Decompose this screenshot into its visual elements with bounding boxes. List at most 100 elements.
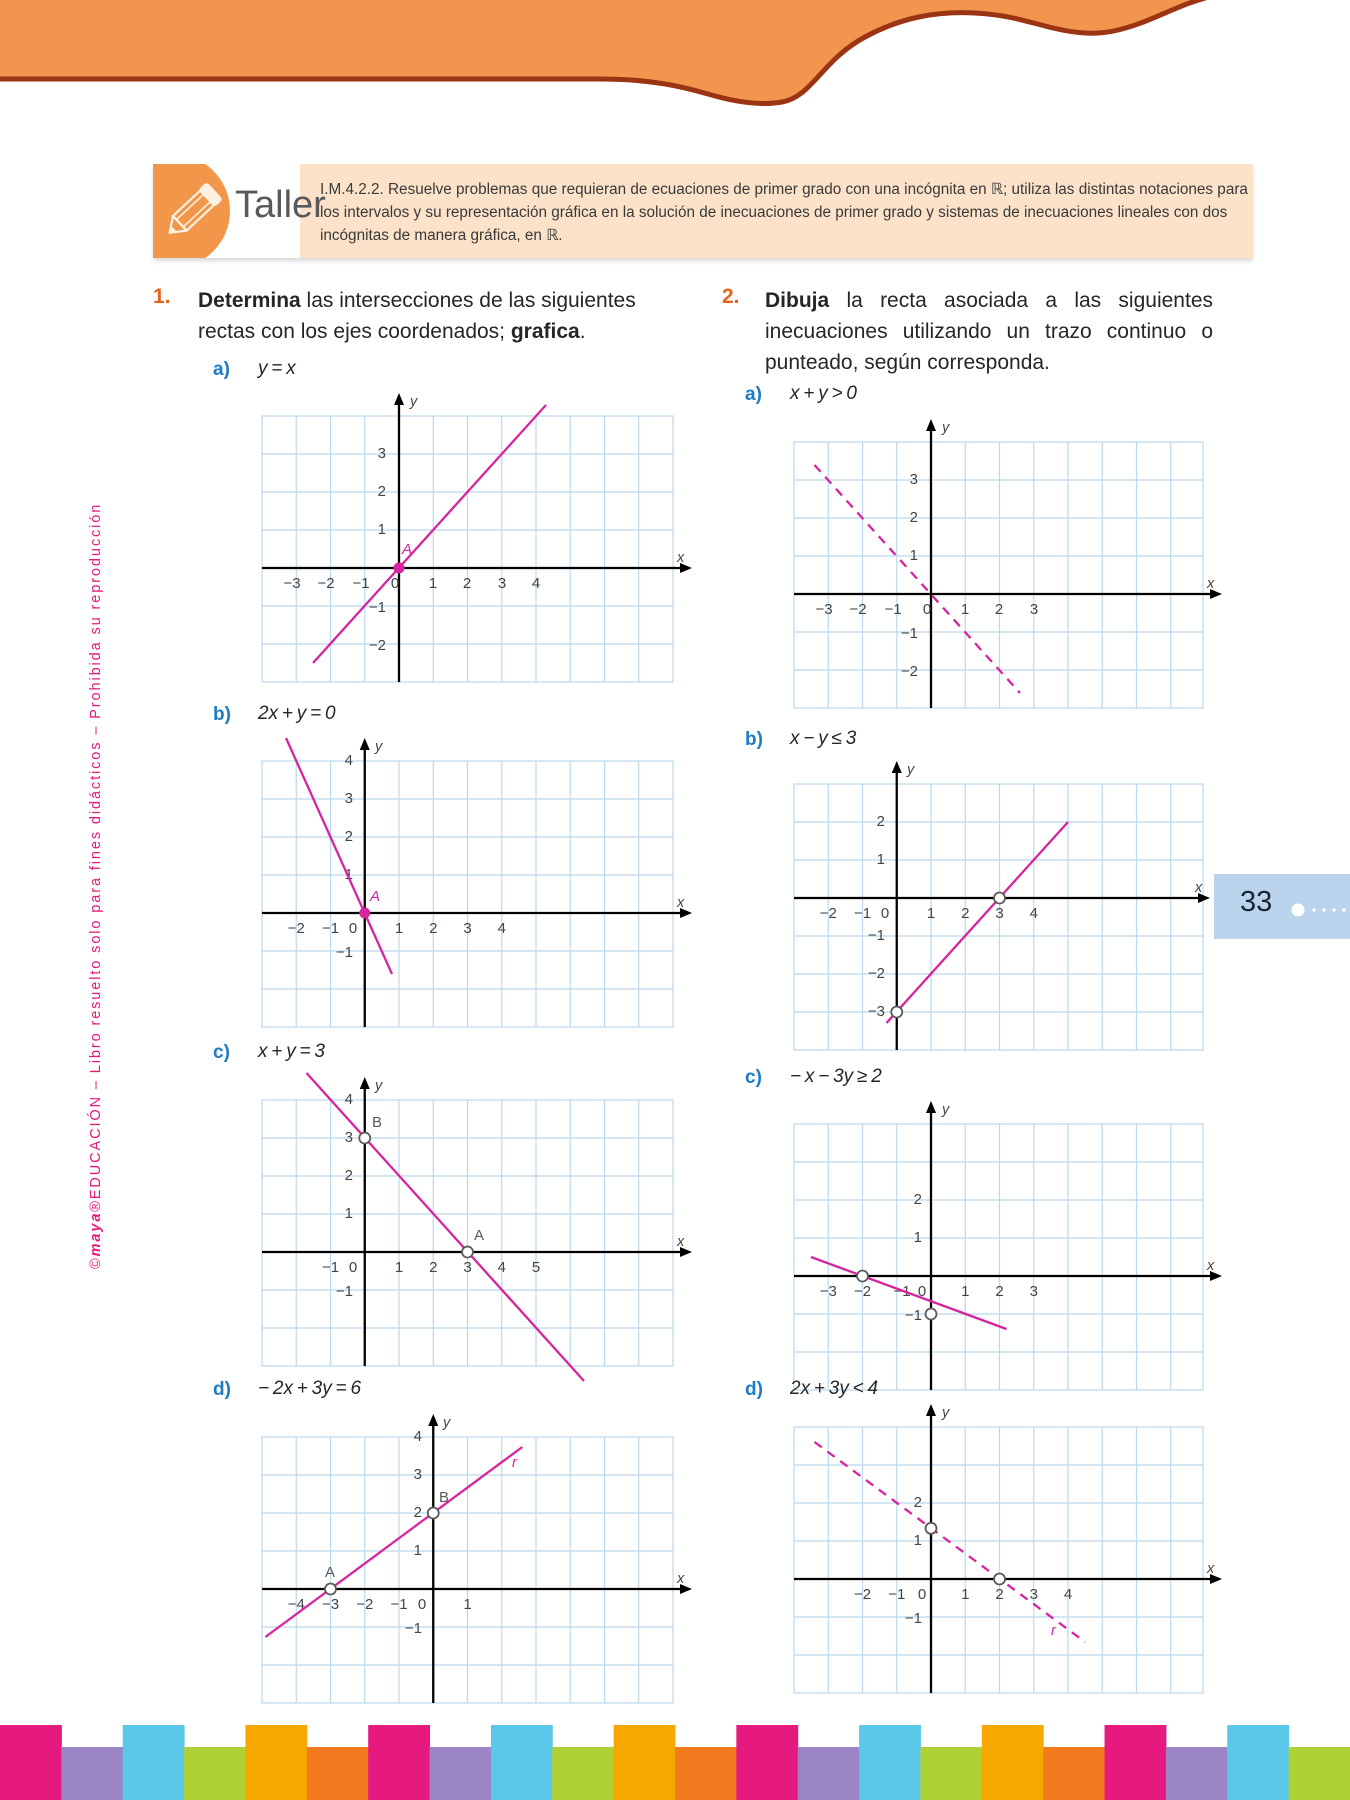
svg-text:3: 3 [414,1466,422,1483]
svg-text:x: x [1206,1561,1215,1577]
svg-text:−2: −2 [854,1283,871,1300]
svg-text:2: 2 [910,509,918,526]
svg-text:4: 4 [1064,1586,1072,1603]
svg-text:−1: −1 [901,625,918,642]
svg-text:2: 2 [345,828,353,845]
svg-text:−2: −2 [854,1586,871,1603]
svg-text:4: 4 [345,1091,353,1108]
svg-text:2: 2 [995,601,1003,618]
svg-text:0: 0 [923,601,931,618]
svg-text:A: A [325,1564,335,1581]
svg-text:4: 4 [414,1428,422,1445]
svg-text:3: 3 [463,920,471,937]
svg-text:−1: −1 [868,927,885,944]
svg-text:−2: −2 [820,905,837,922]
svg-text:y: y [941,1102,950,1118]
svg-text:−1: −1 [390,1596,407,1613]
svg-text:1: 1 [927,905,935,922]
svg-text:−1: −1 [905,1610,922,1627]
svg-text:3: 3 [1030,1586,1038,1603]
svg-text:0: 0 [349,1259,357,1276]
svg-text:3: 3 [1030,601,1038,618]
svg-text:5: 5 [532,1259,540,1276]
svg-text:−1: −1 [888,1586,905,1603]
svg-text:−1: −1 [905,1307,922,1324]
svg-text:−2: −2 [868,965,885,982]
svg-text:0: 0 [349,920,357,937]
svg-text:1: 1 [345,1205,353,1222]
svg-text:x: x [676,550,685,566]
svg-text:2: 2 [378,483,386,500]
svg-text:3: 3 [995,905,1003,922]
svg-text:−2: −2 [317,575,334,592]
svg-text:x: x [1206,1258,1215,1274]
svg-text:−1: −1 [884,601,901,618]
svg-text:−1: −1 [336,1283,353,1300]
svg-text:3: 3 [910,471,918,488]
svg-text:2: 2 [995,1586,1003,1603]
svg-text:1: 1 [429,575,437,592]
svg-text:−1: −1 [322,920,339,937]
svg-text:x: x [676,1571,685,1587]
svg-text:y: y [409,394,418,410]
svg-text:3: 3 [378,445,386,462]
svg-text:−1: −1 [405,1620,422,1637]
svg-text:−1: −1 [352,575,369,592]
svg-text:−2: −2 [288,920,305,937]
svg-text:1: 1 [395,1259,403,1276]
svg-text:3: 3 [498,575,506,592]
svg-text:1: 1 [463,1596,471,1613]
svg-text:−2: −2 [369,637,386,654]
svg-text:1: 1 [910,547,918,564]
svg-text:−2: −2 [901,663,918,680]
svg-text:y: y [374,1078,383,1094]
svg-text:4: 4 [498,1259,506,1276]
svg-text:−3: −3 [815,601,832,618]
svg-text:2: 2 [463,575,471,592]
svg-text:−3: −3 [868,1003,885,1020]
svg-text:−3: −3 [283,575,300,592]
svg-text:2: 2 [914,1494,922,1511]
svg-text:1: 1 [961,1586,969,1603]
svg-text:2: 2 [995,1283,1003,1300]
svg-text:−1: −1 [369,599,386,616]
svg-text:1: 1 [877,851,885,868]
svg-text:y: y [374,739,383,755]
svg-text:−2: −2 [356,1596,373,1613]
svg-text:−3: −3 [820,1283,837,1300]
svg-text:y: y [941,1405,950,1421]
svg-text:3: 3 [345,790,353,807]
svg-text:−1: −1 [322,1259,339,1276]
svg-text:−2: −2 [849,601,866,618]
svg-text:1: 1 [914,1229,922,1246]
svg-text:3: 3 [463,1259,471,1276]
svg-text:1: 1 [914,1532,922,1549]
svg-text:−1: −1 [336,944,353,961]
svg-text:2: 2 [429,1259,437,1276]
svg-text:4: 4 [532,575,540,592]
svg-text:1: 1 [414,1542,422,1559]
svg-text:2: 2 [429,920,437,937]
svg-text:0: 0 [391,575,399,592]
svg-text:y: y [941,420,950,436]
svg-text:2: 2 [961,905,969,922]
svg-text:3: 3 [1030,1283,1038,1300]
svg-text:A: A [401,541,412,558]
svg-text:2: 2 [914,1191,922,1208]
svg-text:2: 2 [414,1504,422,1521]
svg-text:1: 1 [961,601,969,618]
svg-text:−3: −3 [322,1596,339,1613]
svg-text:2: 2 [345,1167,353,1184]
svg-text:B: B [372,1114,382,1131]
svg-text:0: 0 [881,905,889,922]
svg-text:y: y [442,1415,451,1431]
svg-text:−1: −1 [854,905,871,922]
svg-text:x: x [1194,880,1203,896]
svg-text:1: 1 [395,920,403,937]
svg-text:3: 3 [345,1129,353,1146]
svg-text:x: x [676,1234,685,1250]
svg-text:4: 4 [1030,905,1038,922]
svg-text:0: 0 [918,1586,926,1603]
svg-text:A: A [474,1227,484,1244]
svg-text:2: 2 [877,813,885,830]
